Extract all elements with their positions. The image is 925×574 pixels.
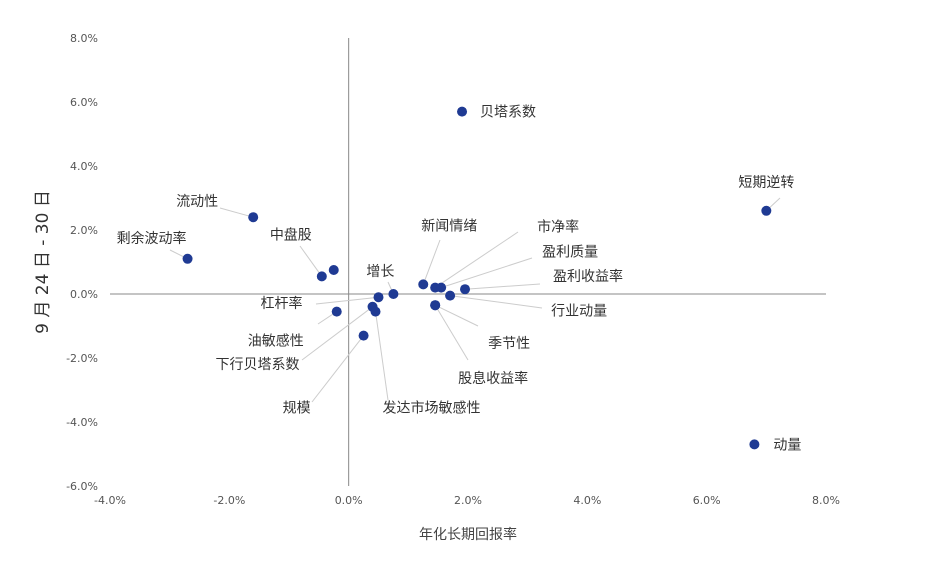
point-label: 行业动量 — [551, 304, 607, 320]
leader-lines — [169, 197, 781, 403]
data-point — [370, 306, 381, 317]
point-label: 股息收益率 — [458, 370, 528, 387]
leader-line — [464, 283, 541, 290]
leader-line — [434, 304, 479, 327]
x-tick-label: 8.0% — [812, 494, 840, 507]
y-tick-label: -2.0% — [66, 352, 98, 365]
point-label: 新闻情绪 — [421, 218, 477, 234]
y-tick-label: 0.0% — [70, 288, 98, 301]
data-point — [182, 253, 193, 264]
data-point — [749, 439, 760, 450]
leader-line — [311, 335, 364, 403]
x-tick-label: 6.0% — [693, 494, 721, 507]
leader-line — [375, 311, 389, 401]
x-axis-title: 年化长期回报率 — [419, 526, 517, 543]
x-tick-label: -4.0% — [94, 494, 126, 507]
data-point — [418, 279, 429, 290]
data-point — [436, 282, 447, 293]
point-label: 盈利质量 — [542, 245, 598, 261]
y-tick-label: 8.0% — [70, 32, 98, 45]
data-point — [373, 292, 384, 303]
data-point — [358, 330, 369, 341]
y-axis-title: 9 月 24 日 - 30 日 — [33, 190, 53, 334]
y-tick-label: 6.0% — [70, 96, 98, 109]
leader-line — [315, 296, 379, 305]
leader-line — [219, 207, 254, 218]
data-point — [430, 300, 441, 311]
leader-line — [450, 295, 543, 309]
point-label: 剩余波动率 — [117, 230, 187, 247]
point-label: 季节性 — [488, 336, 530, 352]
leader-line — [434, 231, 519, 289]
point-label: 杠杆率 — [261, 295, 303, 312]
x-tick-label: 0.0% — [335, 494, 363, 507]
x-tick-label: -2.0% — [213, 494, 245, 507]
point-label: 油敏感性 — [248, 333, 304, 350]
leader-line — [440, 257, 533, 289]
data-point — [316, 271, 327, 282]
point-label: 增长 — [366, 264, 394, 280]
data-point — [331, 306, 342, 317]
tick-labels: -4.0% -2.0% 0.0% 2.0% 4.0% 6.0% 8.0% 8.0% 6.0% 4.… — [66, 32, 840, 507]
leader-line — [299, 245, 323, 277]
data-point — [388, 289, 399, 299]
point-label: 盈利收益率 — [553, 268, 623, 285]
point-label: 市净率 — [537, 219, 579, 236]
x-tick-label: 4.0% — [573, 494, 601, 507]
data-point — [457, 106, 468, 117]
data-point — [328, 265, 339, 275]
point-label: 动量 — [773, 437, 801, 453]
data-point — [445, 290, 456, 301]
data-point — [460, 284, 471, 295]
leader-line — [434, 304, 469, 361]
point-label: 发达市场敏感性 — [383, 400, 481, 417]
axes — [110, 38, 826, 486]
y-tick-label: 2.0% — [70, 224, 98, 237]
point-label: 短期逆转 — [738, 175, 794, 191]
y-tick-label: -6.0% — [66, 480, 98, 493]
leader-line — [301, 306, 373, 361]
data-points — [182, 106, 772, 450]
x-tick-label: 2.0% — [454, 494, 482, 507]
point-label: 贝塔系数 — [480, 105, 536, 121]
data-point — [761, 205, 772, 216]
point-label: 中盘股 — [270, 226, 312, 243]
y-tick-label: 4.0% — [70, 160, 98, 173]
point-label: 下行贝塔系数 — [216, 357, 300, 373]
y-tick-label: -4.0% — [66, 416, 98, 429]
point-label: 规模 — [283, 401, 311, 417]
leader-line — [422, 239, 441, 285]
data-point — [248, 212, 259, 223]
point-label: 流动性 — [176, 194, 218, 210]
